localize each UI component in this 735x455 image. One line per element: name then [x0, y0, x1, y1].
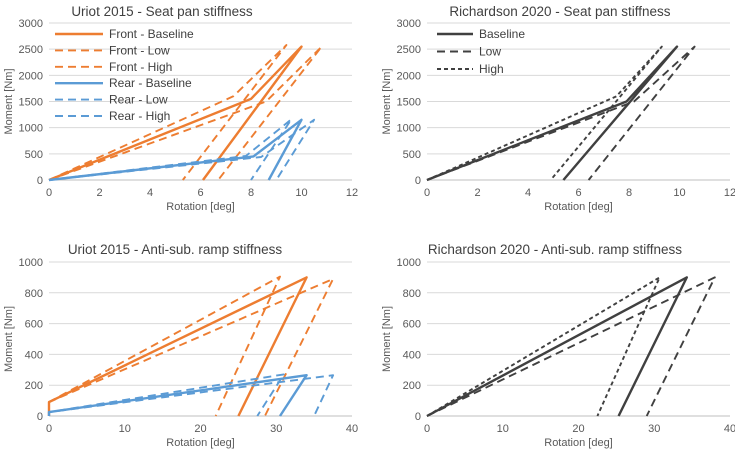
x-tick-label: 30: [648, 423, 660, 435]
series-line-baseline: [426, 276, 688, 418]
y-tick-label: 600: [25, 319, 43, 331]
chart-p3: Uriot 2015 - Anti-sub. ramp stiffness 0 20…: [3, 242, 358, 449]
y-tick-label: 2500: [397, 44, 421, 56]
x-axis-label: Rotation [deg]: [544, 201, 613, 213]
x-tick-label: 20: [194, 423, 206, 435]
x-tick-label: 30: [270, 423, 282, 435]
x-tick-label: 20: [572, 423, 584, 435]
y-tick-label: 3000: [397, 18, 421, 30]
y-tick-label: 500: [403, 149, 421, 161]
x-tick-label: 8: [248, 187, 254, 199]
legend-label: Front - Low: [109, 43, 170, 57]
x-axis-label: Rotation [deg]: [166, 201, 235, 213]
x-tick-label: 10: [673, 187, 685, 199]
chart-title: Uriot 2015 - Anti-sub. ramp stiffness: [68, 242, 283, 257]
x-tick-label: 0: [46, 187, 52, 199]
chart-p1: Uriot 2015 - Seat pan stiffness 0 500 1000 1…: [3, 4, 358, 213]
series-line-high: [426, 276, 661, 417]
y-tick-label: 600: [403, 319, 421, 331]
y-tick-label: 1000: [19, 123, 43, 135]
legend: Baseline Low High: [437, 27, 525, 76]
y-axis-label: Moment [Nm]: [381, 68, 393, 134]
y-axis-label: Moment [Nm]: [381, 306, 393, 372]
series-line-rear-low: [48, 118, 293, 181]
x-tick-label: 0: [46, 423, 52, 435]
series-line-rear-high: [48, 118, 316, 181]
x-tick-label: 4: [525, 187, 531, 199]
series-line-low: [426, 45, 696, 181]
legend-label: High: [479, 62, 504, 76]
legend-label: Baseline: [479, 27, 525, 41]
legend-label: Rear - Low: [109, 93, 168, 107]
series-line-front-baseline: [48, 45, 303, 182]
series-line-rear-high: [48, 374, 335, 417]
series-line-front-low: [48, 44, 288, 181]
y-axis-label: Moment [Nm]: [3, 306, 15, 372]
y-tick-label: 3000: [19, 18, 43, 30]
x-tick-label: 4: [147, 187, 153, 199]
y-tick-label: 1000: [397, 257, 421, 269]
x-tick-label: 2: [96, 187, 102, 199]
y-tick-label: 0: [37, 411, 43, 423]
x-tick-label: 6: [197, 187, 203, 199]
x-tick-label: 0: [424, 187, 430, 199]
y-tick-label: 2000: [397, 70, 421, 82]
x-tick-label: 40: [724, 423, 735, 435]
chart-p2: Richardson 2020 - Seat pan stiffness 0 500…: [381, 4, 735, 213]
series-line-high: [426, 45, 663, 181]
legend-label: Low: [479, 45, 501, 59]
chart-title: Uriot 2015 - Seat pan stiffness: [71, 4, 253, 19]
series-line-front-high: [48, 277, 335, 417]
x-tick-label: 12: [724, 187, 735, 199]
series-line-rear-baseline: [48, 118, 303, 182]
x-tick-label: 10: [295, 187, 307, 199]
y-axis-label: Moment [Nm]: [3, 68, 15, 134]
y-tick-label: 0: [415, 175, 421, 187]
y-tick-label: 200: [403, 380, 421, 392]
legend-label: Front - High: [109, 60, 172, 74]
chart-title: Richardson 2020 - Anti-sub. ramp stiffne…: [428, 242, 682, 257]
y-tick-label: 0: [415, 411, 421, 423]
x-tick-label: 8: [626, 187, 632, 199]
x-axis-label: Rotation [deg]: [544, 437, 613, 449]
x-tick-label: 40: [346, 423, 358, 435]
y-tick-label: 500: [25, 149, 43, 161]
y-tick-label: 0: [37, 175, 43, 187]
legend-label: Rear - Baseline: [109, 76, 192, 90]
y-tick-label: 2500: [19, 44, 43, 56]
y-tick-label: 1500: [397, 97, 421, 109]
y-tick-label: 800: [403, 288, 421, 300]
x-tick-label: 10: [497, 423, 509, 435]
x-axis-label: Rotation [deg]: [166, 437, 235, 449]
x-tick-label: 12: [346, 187, 358, 199]
x-tick-label: 10: [119, 423, 131, 435]
legend-label: Front - Baseline: [109, 27, 194, 41]
y-tick-label: 1500: [19, 97, 43, 109]
y-tick-label: 800: [25, 288, 43, 300]
y-tick-label: 400: [25, 349, 43, 361]
y-tick-label: 2000: [19, 70, 43, 82]
series-line-baseline: [426, 45, 679, 182]
legend: Front - Baseline Front - Low Front - High R…: [55, 27, 194, 123]
chart-title: Richardson 2020 - Seat pan stiffness: [449, 4, 670, 19]
x-tick-label: 2: [474, 187, 480, 199]
chart-p4: Richardson 2020 - Anti-sub. ramp stiffne…: [381, 242, 735, 449]
series-line-front-high: [48, 45, 323, 181]
y-tick-label: 400: [403, 349, 421, 361]
y-tick-label: 1000: [19, 257, 43, 269]
x-tick-label: 0: [424, 423, 430, 435]
y-tick-label: 1000: [397, 123, 421, 135]
y-tick-label: 200: [25, 380, 43, 392]
series-line-low: [426, 276, 716, 417]
legend-label: Rear - High: [109, 109, 170, 123]
x-tick-label: 6: [575, 187, 581, 199]
